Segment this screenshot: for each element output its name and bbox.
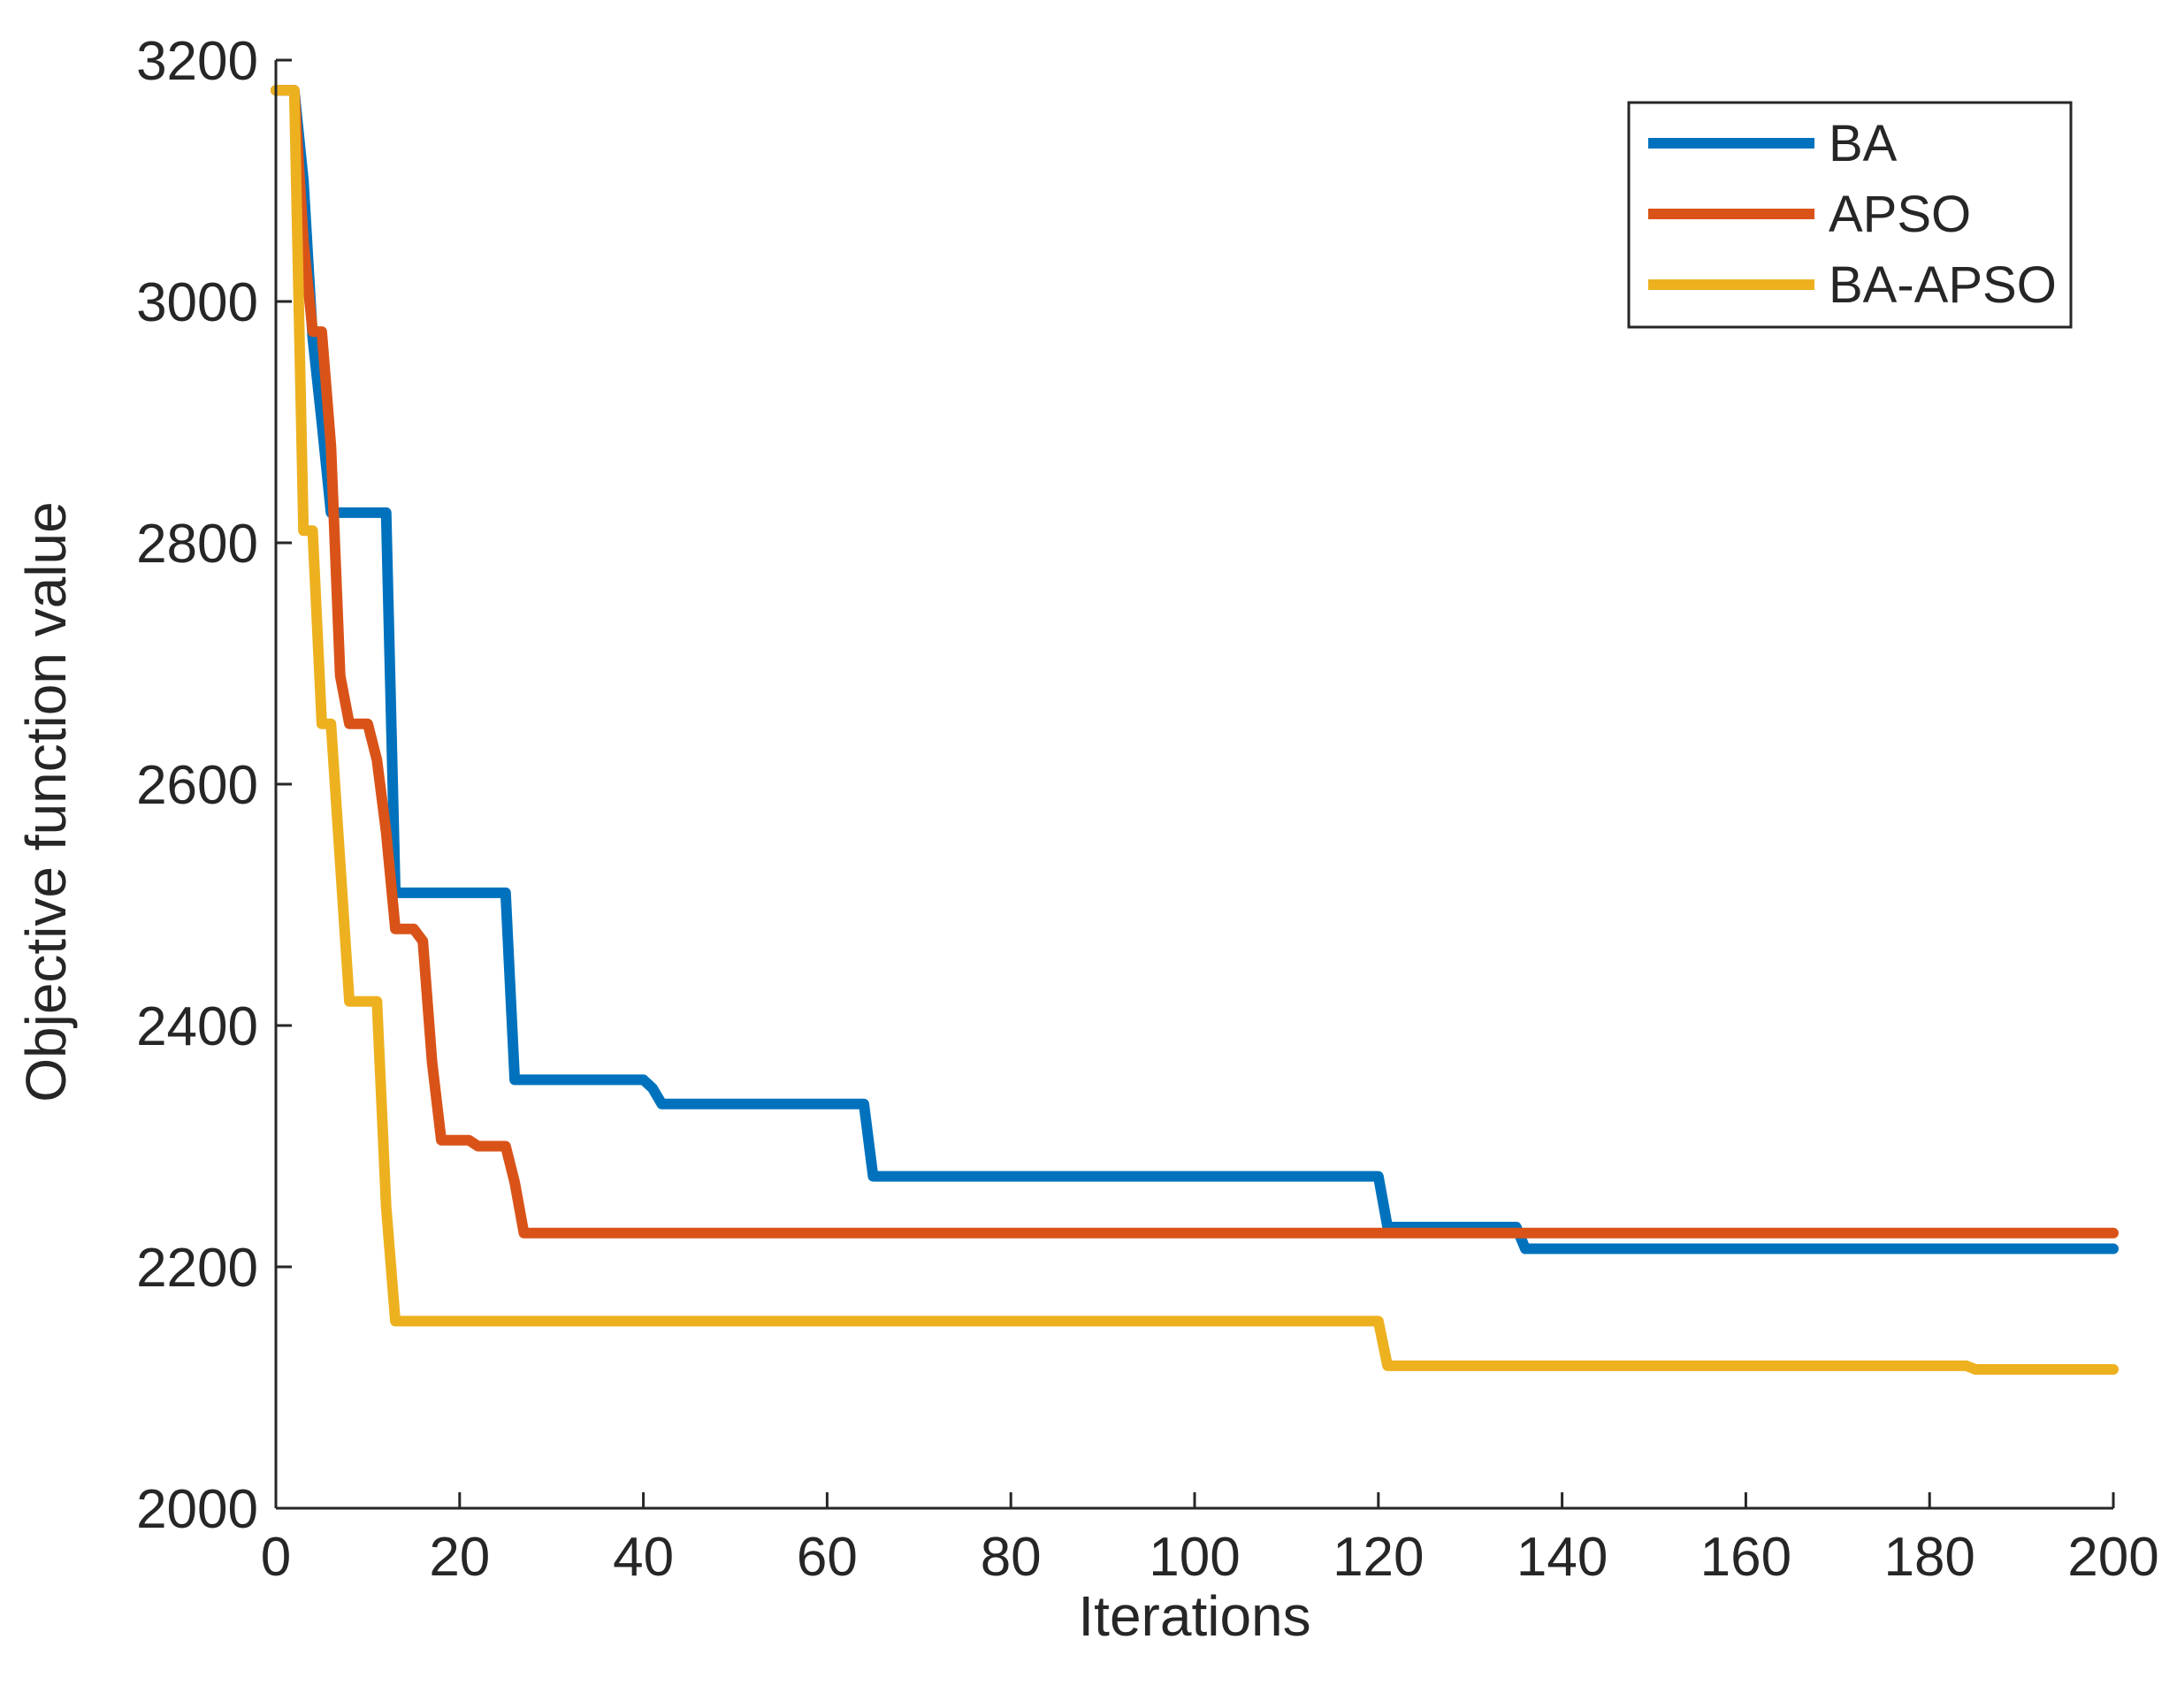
legend-label-ba-apso: BA-APSO [1829, 256, 2057, 314]
x-axis-label: Iterations [1078, 1584, 1310, 1648]
x-tick-label: 180 [1883, 1527, 1975, 1588]
legend-items: BA APSO BA-APSO [1648, 115, 2057, 314]
y-tick-label: 2600 [136, 755, 258, 816]
x-tick-label: 40 [613, 1527, 674, 1588]
x-tick-label: 100 [1149, 1527, 1240, 1588]
series-group [271, 85, 2119, 1375]
x-tick-label: 20 [429, 1527, 490, 1588]
x-tick-label: 60 [797, 1527, 858, 1588]
x-tick-label: 140 [1516, 1527, 1608, 1588]
legend: BA APSO BA-APSO [1627, 101, 2073, 329]
series-line-ba [271, 85, 2119, 1254]
x-tick-label: 80 [981, 1527, 1042, 1588]
legend-label-ba: BA [1829, 115, 1898, 172]
y-tick-label: 2200 [136, 1238, 258, 1299]
x-tick-label: 160 [1700, 1527, 1791, 1588]
x-ticks: 0 20 40 60 80 100 120 140 160 180 200 [261, 1492, 2159, 1588]
x-tick-label: 200 [2067, 1527, 2158, 1588]
y-tick-label: 2000 [136, 1479, 258, 1540]
y-axis-label: Objective function value [14, 501, 78, 1102]
x-tick-label: 120 [1333, 1527, 1424, 1588]
y-ticks: 2000 2200 2400 2600 2800 3000 3200 [136, 31, 292, 1540]
y-tick-label: 2400 [136, 996, 258, 1057]
y-tick-label: 3000 [136, 272, 258, 333]
x-tick-label: 0 [261, 1527, 291, 1588]
plot-area: 0 20 40 60 80 100 120 140 160 180 200 2000 2200 2400… [136, 31, 2159, 1588]
series-line-ba-apso [271, 85, 2119, 1375]
y-tick-label: 2800 [136, 514, 258, 575]
y-tick-label: 3200 [136, 31, 258, 92]
legend-label-apso: APSO [1829, 186, 1971, 243]
series-line-apso [271, 85, 2119, 1239]
